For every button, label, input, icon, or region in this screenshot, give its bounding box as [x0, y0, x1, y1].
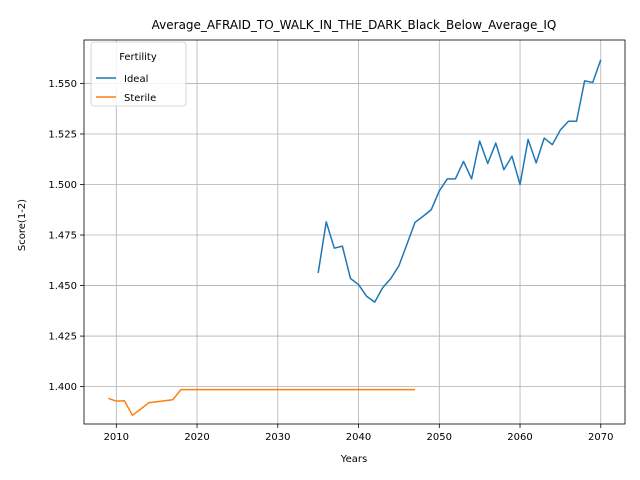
series-layer	[107, 59, 602, 417]
y-tick-label: 1.425	[48, 332, 77, 343]
y-tick-label: 1.550	[48, 79, 77, 90]
x-tick-label: 2050	[427, 432, 452, 443]
y-tick-label: 1.400	[48, 382, 77, 393]
legend-entry-sterile: Sterile	[124, 93, 156, 104]
y-tick-label: 1.450	[48, 281, 77, 292]
legend-title: Fertility	[119, 52, 157, 63]
legend-entry-ideal: Ideal	[124, 74, 148, 85]
plot-frame	[83, 39, 626, 425]
x-tick-label: 2060	[507, 432, 532, 443]
grid-lines	[84, 40, 625, 424]
x-axis-label: Years	[340, 454, 367, 465]
series-line-sterile	[107, 388, 416, 417]
x-tick-label: 2040	[346, 432, 371, 443]
x-tick-label: 2070	[588, 432, 613, 443]
y-tick-label: 1.475	[48, 231, 77, 242]
series-line-ideal	[317, 59, 602, 303]
y-tick-label: 1.525	[48, 129, 77, 140]
y-tick-label: 1.500	[48, 180, 77, 191]
x-tick-label: 2030	[265, 432, 290, 443]
legend: Fertility Ideal Sterile	[90, 41, 187, 107]
x-tick-label: 2020	[184, 432, 209, 443]
x-tick-label: 2010	[104, 432, 129, 443]
x-axis-ticks: 2010 2020 2030 2040 2050 2060 2070	[104, 424, 614, 443]
chart-title: Average_AFRAID_TO_WALK_IN_THE_DARK_Black…	[152, 18, 557, 32]
y-axis-ticks: 1.400 1.425 1.450 1.475 1.500 1.525 1.550	[48, 79, 84, 393]
legend-box	[90, 41, 187, 107]
y-axis-label: Score(1-2)	[17, 199, 28, 251]
